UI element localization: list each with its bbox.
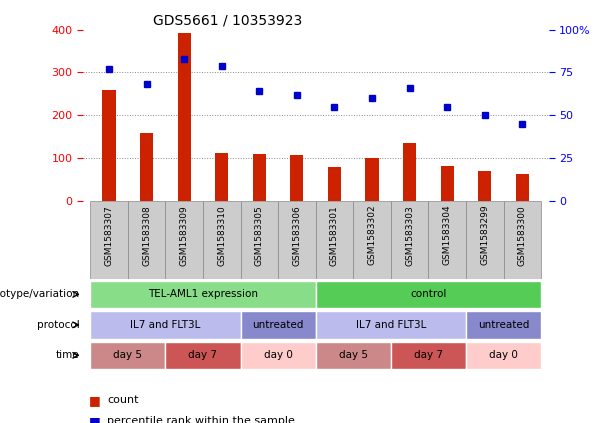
Bar (478, 171, 492, 201)
Bar (240, 311, 316, 338)
Bar (90, 201, 128, 279)
Bar (215, 153, 229, 201)
Text: GSM1583301: GSM1583301 (330, 205, 339, 266)
Bar (253, 154, 266, 201)
Text: GDS5661 / 10353923: GDS5661 / 10353923 (153, 13, 302, 27)
Text: percentile rank within the sample: percentile rank within the sample (107, 416, 295, 423)
Bar (316, 342, 391, 369)
Bar (403, 143, 416, 201)
Bar (441, 166, 454, 201)
Bar (291, 155, 303, 201)
Text: ■: ■ (89, 394, 101, 407)
Bar (90, 311, 240, 338)
Text: GSM1583308: GSM1583308 (142, 205, 151, 266)
Bar (466, 311, 541, 338)
Text: protocol: protocol (37, 320, 80, 330)
Text: day 0: day 0 (489, 350, 518, 360)
Bar (90, 342, 166, 369)
Bar (178, 33, 191, 201)
Bar (516, 174, 529, 201)
Text: untreated: untreated (253, 320, 304, 330)
Text: day 7: day 7 (414, 350, 443, 360)
Text: GSM1583306: GSM1583306 (292, 205, 302, 266)
Text: time: time (56, 350, 80, 360)
Text: IL7 and FLT3L: IL7 and FLT3L (356, 320, 426, 330)
Bar (466, 201, 503, 279)
Bar (316, 201, 353, 279)
Text: ■: ■ (89, 415, 101, 423)
Text: TEL-AML1 expression: TEL-AML1 expression (148, 289, 258, 299)
Bar (428, 201, 466, 279)
Bar (503, 201, 541, 279)
Text: count: count (107, 395, 139, 405)
Bar (353, 201, 391, 279)
Text: GSM1583299: GSM1583299 (480, 205, 489, 266)
Bar (166, 201, 203, 279)
Bar (316, 281, 541, 308)
Text: control: control (410, 289, 447, 299)
Bar (278, 201, 316, 279)
Bar (466, 342, 541, 369)
Bar (102, 91, 116, 201)
Text: GSM1583303: GSM1583303 (405, 205, 414, 266)
Text: untreated: untreated (478, 320, 529, 330)
Text: day 7: day 7 (188, 350, 218, 360)
Bar (203, 201, 240, 279)
Text: GSM1583310: GSM1583310 (217, 205, 226, 266)
Bar (128, 201, 166, 279)
Text: day 5: day 5 (113, 350, 142, 360)
Text: GSM1583307: GSM1583307 (105, 205, 113, 266)
Bar (140, 133, 153, 201)
Text: genotype/variation: genotype/variation (0, 289, 80, 299)
Text: GSM1583302: GSM1583302 (368, 205, 376, 266)
Bar (316, 311, 466, 338)
Bar (391, 342, 466, 369)
Text: GSM1583300: GSM1583300 (518, 205, 527, 266)
Bar (166, 342, 240, 369)
Bar (240, 342, 316, 369)
Bar (90, 281, 316, 308)
Text: day 5: day 5 (339, 350, 368, 360)
Text: GSM1583305: GSM1583305 (255, 205, 264, 266)
Bar (328, 167, 341, 201)
Bar (391, 201, 428, 279)
Text: GSM1583309: GSM1583309 (180, 205, 189, 266)
Bar (240, 201, 278, 279)
Bar (365, 158, 379, 201)
Text: GSM1583304: GSM1583304 (443, 205, 452, 266)
Text: IL7 and FLT3L: IL7 and FLT3L (130, 320, 200, 330)
Text: day 0: day 0 (264, 350, 292, 360)
